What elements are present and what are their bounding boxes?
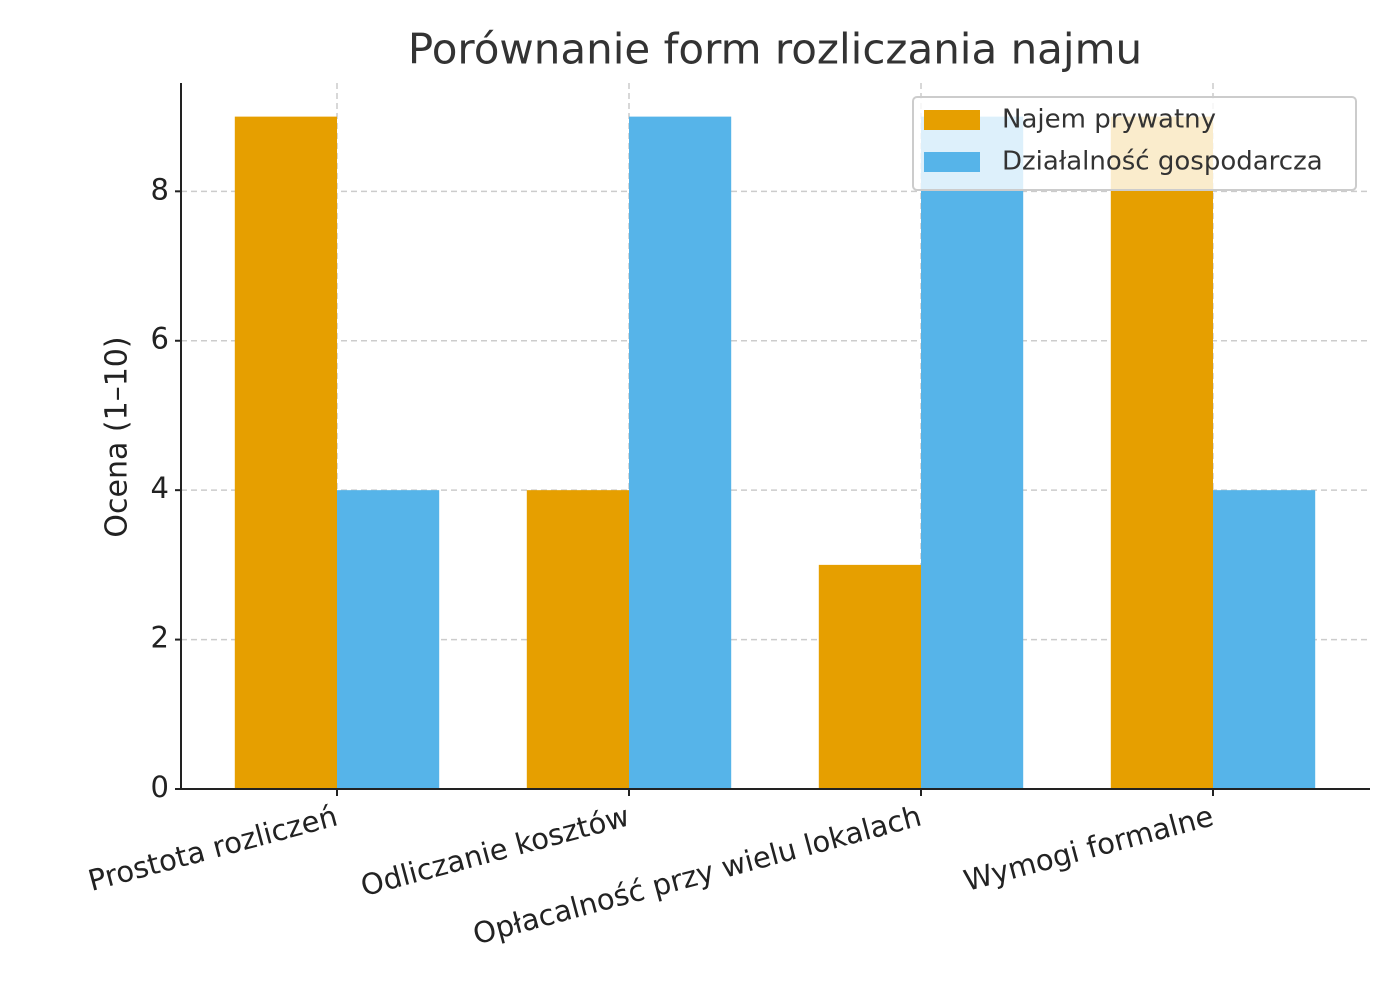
- bar: [818, 564, 921, 789]
- legend-label: Najem prywatny: [1002, 105, 1216, 135]
- y-tick-label: 8: [151, 172, 169, 206]
- bars: [234, 116, 1316, 790]
- bar: [234, 116, 337, 790]
- bar: [1213, 490, 1316, 789]
- legend-label: Działalność gospodarcza: [1002, 147, 1323, 177]
- y-tick-label: 4: [151, 471, 169, 505]
- y-tick-label: 2: [151, 621, 169, 655]
- bar: [921, 116, 1024, 790]
- y-tick-label: 0: [151, 770, 169, 804]
- y-axis-label: Ocena (1–10): [100, 336, 135, 537]
- bar: [629, 116, 732, 790]
- bar: [1110, 116, 1213, 790]
- legend-swatch: [924, 152, 980, 172]
- legend: Najem prywatny Działalność gospodarcza: [912, 96, 1357, 191]
- legend-swatch: [924, 110, 980, 130]
- y-tick-label: 6: [151, 322, 169, 356]
- legend-box: [912, 96, 1357, 191]
- x-tick-label: Wymogi formalne: [960, 799, 1217, 898]
- bar: [337, 490, 440, 789]
- bar: [526, 490, 629, 789]
- x-tick-label: Prostota rozliczeń: [84, 799, 340, 898]
- chart-title: Porównanie form rozliczania najmu: [408, 25, 1142, 74]
